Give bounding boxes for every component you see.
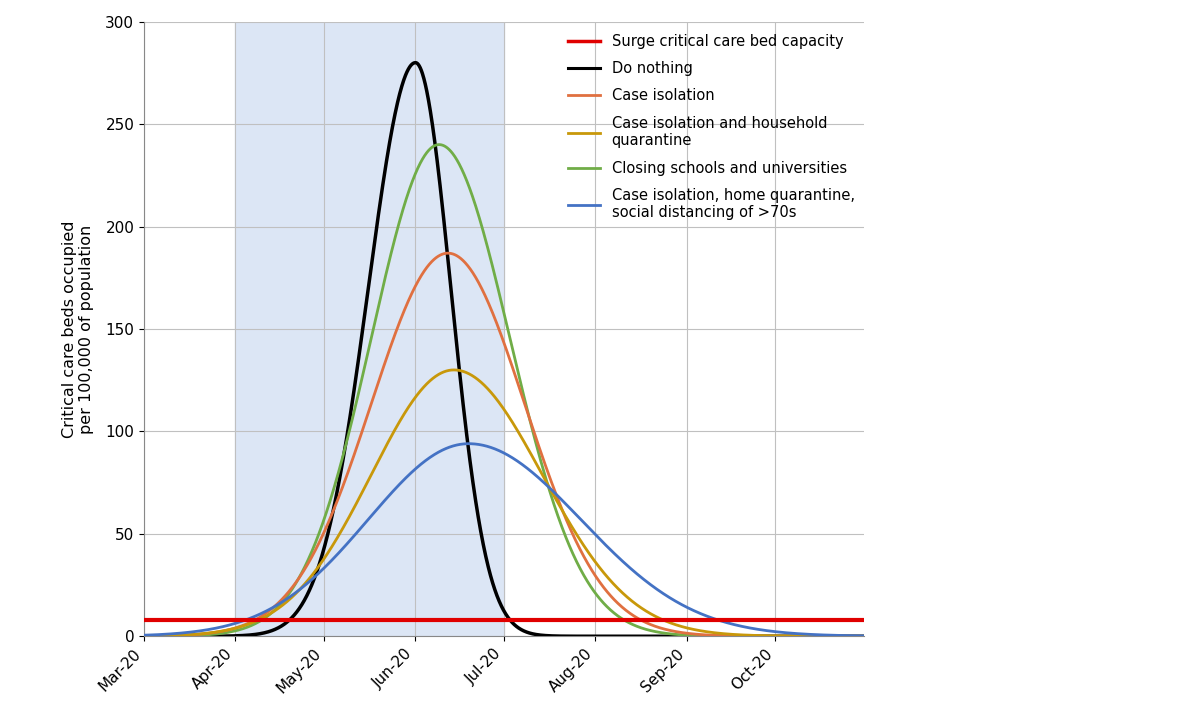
Y-axis label: Critical care beds occupied
per 100,000 of population: Critical care beds occupied per 100,000 … (61, 221, 94, 437)
Bar (235, 22, 504, 636)
Legend: Surge critical care bed capacity, Do nothing, Case isolation, Case isolation and: Surge critical care bed capacity, Do not… (562, 27, 860, 226)
